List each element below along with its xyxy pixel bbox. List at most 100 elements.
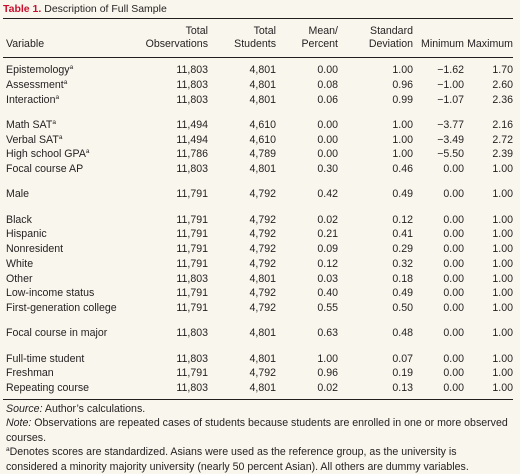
- variable-name: Hispanic: [6, 228, 47, 241]
- variable-cell: Assessmenta: [3, 78, 124, 93]
- table-row: First-generation college 11,791 4,792 0.55 0…: [3, 301, 513, 316]
- value-cell-total-observations: 11,791: [176, 228, 208, 241]
- value-cell-total-students: 4,792: [249, 302, 276, 314]
- value-cell-standard-deviation: 1.00: [392, 148, 413, 161]
- variable-cell: Low-income status: [3, 286, 124, 301]
- value-cell-total-observations: 11,803: [176, 382, 208, 394]
- value-cell-minimum: 0.00: [443, 367, 464, 380]
- column-header-total-observations: Total Observations: [124, 19, 208, 58]
- value-cell-maximum: 1.00: [492, 272, 513, 285]
- value-cell-maximum: 1.00: [492, 188, 513, 201]
- top-rule: [3, 18, 513, 19]
- value-cell-minimum: −3.49: [437, 133, 464, 146]
- variable-name: Full-time student: [6, 352, 85, 365]
- value-cell-total-observations: 11,803: [176, 352, 208, 365]
- value-cell-total-students: 4,792: [249, 213, 276, 226]
- value-cell-minimum: −5.50: [437, 148, 464, 161]
- variable-name: Male: [6, 188, 29, 201]
- value-cell-minimum: 0.00: [443, 302, 464, 314]
- value-cell-standard-deviation: 0.13: [392, 382, 413, 394]
- value-cell-total-students: 4,801: [249, 64, 276, 76]
- value-cell-maximum: 1.00: [492, 352, 513, 365]
- column-header-line: Minimum: [421, 38, 464, 50]
- variable-name: Low-income status: [6, 287, 95, 300]
- value-cell-minimum: 0.00: [443, 163, 464, 175]
- table-row: High school GPAa 11,786 4,789 0.00 1.00 −5.50…: [3, 147, 513, 162]
- value-cell-maximum: 1.00: [492, 287, 513, 300]
- variable-name: Focal course AP: [6, 163, 84, 175]
- variable-name: Epistemology: [6, 64, 70, 76]
- column-header-line: Standard: [370, 25, 413, 37]
- value-cell-total-students: 4,801: [249, 327, 276, 340]
- value-cell-maximum: 2.36: [492, 93, 513, 106]
- variable-name: Nonresident: [6, 243, 64, 255]
- value-cell-total-observations: 11,786: [176, 148, 208, 161]
- table-row: White 11,791 4,792 0.12 0.32 0.00 1.00: [3, 257, 513, 272]
- value-cell-standard-deviation: 0.96: [392, 78, 413, 91]
- general-note: Note: Observations are repeated cases of…: [6, 416, 509, 445]
- variable-name: Interaction: [6, 93, 56, 106]
- column-header-line: Percent: [301, 38, 338, 50]
- value-cell-mean-percent: 0.00: [317, 118, 338, 131]
- value-cell-minimum: 0.00: [443, 327, 464, 340]
- header-row: Variable Total Observations Total Students Me…: [3, 19, 513, 58]
- value-cell-total-observations: 11,791: [176, 367, 208, 380]
- table-row: Focal course in major 11,803 4,801 0.63 0.48…: [3, 316, 513, 341]
- value-cell-mean-percent: 0.63: [317, 327, 338, 340]
- variable-cell: High school GPAa: [3, 147, 124, 162]
- value-cell-minimum: 0.00: [443, 243, 464, 255]
- column-header-line: Students: [234, 38, 276, 50]
- value-cell-maximum: 1.70: [492, 64, 513, 76]
- value-cell-maximum: 2.16: [492, 118, 513, 131]
- source-label: Source:: [6, 402, 43, 415]
- standardized-marker: a: [63, 78, 68, 86]
- column-header-line: Mean/: [308, 25, 338, 37]
- value-cell-maximum: 1.00: [492, 382, 513, 394]
- table-number: Table 1.: [3, 3, 42, 15]
- value-cell-total-observations: 11,791: [176, 188, 208, 201]
- value-cell-standard-deviation: 0.12: [392, 213, 413, 226]
- variable-name: Repeating course: [6, 382, 90, 394]
- variable-cell: Focal course AP: [3, 162, 124, 177]
- value-cell-total-observations: 11,803: [176, 93, 208, 106]
- value-cell-standard-deviation: 0.48: [392, 327, 413, 340]
- value-cell-maximum: 1.00: [492, 257, 513, 270]
- variable-cell: Hispanic: [3, 227, 124, 242]
- variable-cell: Other: [3, 272, 124, 287]
- value-cell-mean-percent: 0.42: [317, 188, 338, 201]
- value-cell-maximum: 1.00: [492, 228, 513, 241]
- variable-name: White: [6, 257, 34, 270]
- value-cell-total-students: 4,801: [249, 352, 276, 365]
- value-cell-maximum: 1.00: [492, 327, 513, 340]
- column-header-variable: Variable: [3, 19, 124, 58]
- variable-cell: First-generation college: [3, 301, 124, 316]
- value-cell-minimum: −3.77: [437, 118, 464, 131]
- value-cell-total-observations: 11,803: [176, 163, 208, 175]
- value-cell-total-students: 4,792: [249, 257, 276, 270]
- value-cell-total-students: 4,801: [249, 382, 276, 394]
- column-header-line: Deviation: [368, 38, 413, 50]
- variable-name: Freshman: [6, 367, 54, 380]
- value-cell-maximum: 2.72: [492, 133, 513, 146]
- variable-name: Black: [6, 213, 32, 226]
- value-cell-total-observations: 11,791: [176, 243, 208, 255]
- value-cell-maximum: 1.00: [492, 302, 513, 314]
- value-cell-standard-deviation: 0.29: [392, 243, 413, 255]
- column-header-standard-deviation: Standard Deviation: [338, 19, 413, 58]
- value-cell-mean-percent: 0.55: [317, 302, 338, 314]
- note-label: Note:: [6, 417, 32, 430]
- table-page: Table 1. Description of Full Sample Vari…: [0, 3, 520, 473]
- value-cell-standard-deviation: 0.99: [392, 93, 413, 106]
- value-cell-mean-percent: 0.00: [317, 64, 338, 76]
- table-row: Nonresident 11,791 4,792 0.09 0.29 0.00 1.00: [3, 242, 513, 257]
- standardized-marker: a: [55, 93, 60, 101]
- table-row: Low-income status 11,791 4,792 0.40 0.49 0.00…: [3, 286, 513, 301]
- standardized-marker: a: [52, 118, 56, 126]
- variable-name: Focal course in major: [6, 327, 108, 340]
- value-cell-total-students: 4,801: [249, 78, 276, 91]
- value-cell-total-observations: 11,791: [176, 213, 208, 226]
- value-cell-standard-deviation: 1.00: [392, 118, 413, 131]
- value-cell-minimum: 0.00: [443, 272, 464, 285]
- value-cell-total-observations: 11,791: [176, 287, 208, 300]
- value-cell-standard-deviation: 0.41: [392, 228, 413, 241]
